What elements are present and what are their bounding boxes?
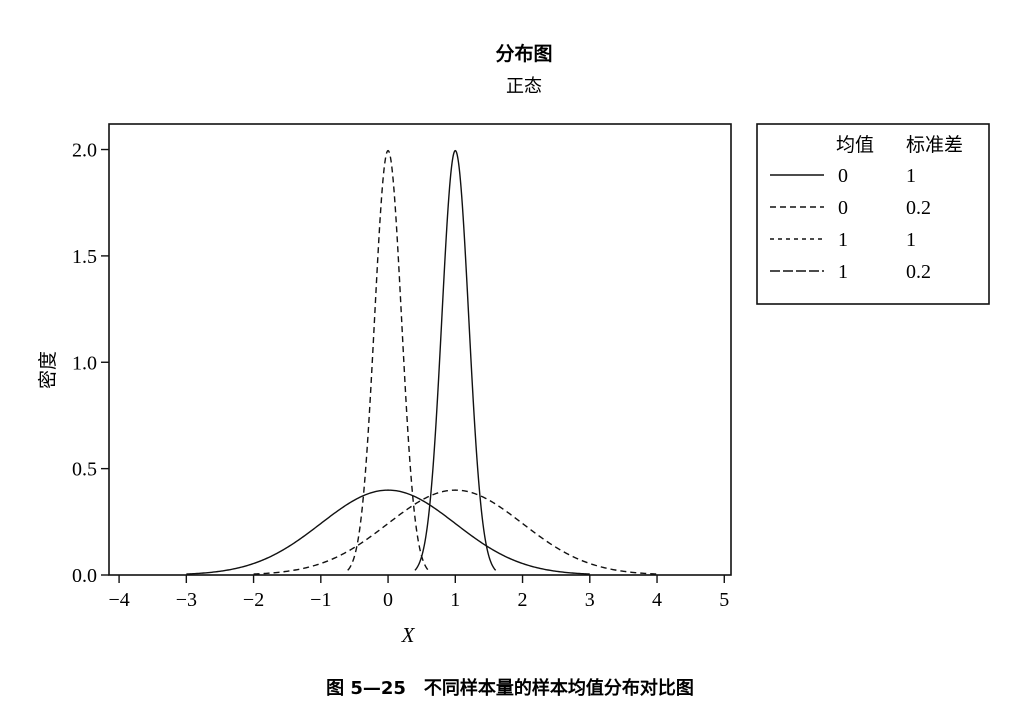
y-tick-label: 1.0 <box>72 352 97 374</box>
x-tick-label: 0 <box>383 589 393 611</box>
y-tick-label: 0.5 <box>72 459 97 481</box>
y-axis-label: 密度 <box>37 351 59 389</box>
y-axis: 0.0 0.5 1.0 1.5 2.0 <box>72 140 109 587</box>
series-line-2 <box>347 149 429 571</box>
chart-subtitle: 正态 <box>506 76 542 97</box>
plot-frame <box>108 123 732 576</box>
x-tick-label: 1 <box>450 589 460 611</box>
x-axis: −4 −3 −2 −1 0 1 2 3 4 5 <box>108 575 729 611</box>
y-tick-label: 2.0 <box>72 140 97 162</box>
y-tick-label: 1.5 <box>72 246 97 268</box>
legend-mean: 0 <box>838 197 848 219</box>
legend-header-sd: 标准差 <box>906 134 963 156</box>
x-axis-label: X <box>401 623 416 647</box>
legend-sd: 0.2 <box>906 261 931 283</box>
series-line-3 <box>253 489 658 575</box>
legend: 均值 标准差 0 1 0 0.2 1 1 1 0.2 <box>756 123 990 305</box>
x-tick-label: 5 <box>719 589 729 611</box>
x-tick-label: 4 <box>652 589 662 611</box>
legend-sd: 0.2 <box>906 197 931 219</box>
legend-mean: 0 <box>838 165 848 187</box>
figure-caption: 图 5—25 不同样本量的样本均值分布对比图 <box>326 677 694 699</box>
y-tick-label: 0.0 <box>72 565 97 587</box>
x-tick-label: −3 <box>176 589 197 611</box>
series-line-4 <box>414 149 497 571</box>
legend-mean: 1 <box>838 261 848 283</box>
chart-title: 分布图 <box>495 42 552 65</box>
legend-sd: 1 <box>906 229 916 251</box>
x-tick-label: 2 <box>518 589 528 611</box>
x-tick-label: −1 <box>310 589 331 611</box>
legend-mean: 1 <box>838 229 848 251</box>
x-tick-label: −2 <box>243 589 264 611</box>
x-tick-label: −4 <box>108 589 129 611</box>
legend-sd: 1 <box>906 165 916 187</box>
legend-box <box>756 123 990 305</box>
series-group <box>186 149 658 575</box>
series-line-1 <box>186 489 590 575</box>
legend-header-mean: 均值 <box>836 134 874 156</box>
x-tick-label: 3 <box>585 589 595 611</box>
